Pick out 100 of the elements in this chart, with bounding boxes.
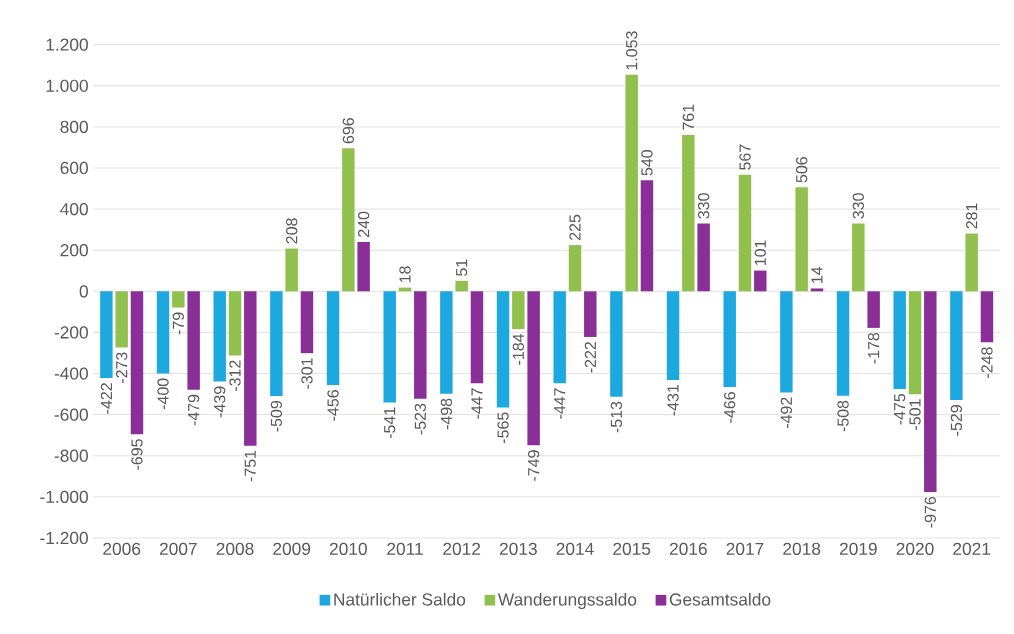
- bar: [455, 280, 468, 292]
- x-tick-label: 2012: [443, 542, 481, 555]
- data-label: -695: [131, 439, 143, 470]
- data-label: 14: [811, 266, 823, 283]
- data-label: 281: [966, 203, 978, 229]
- data-label: -466: [724, 392, 736, 423]
- data-label: 330: [852, 193, 864, 219]
- y-tick-label: 1.000: [46, 79, 88, 92]
- data-label: 696: [342, 118, 354, 144]
- bar: [754, 270, 767, 292]
- bar: [357, 241, 370, 292]
- x-tick-label: 2015: [613, 542, 651, 555]
- x-tick-label: 2011: [387, 542, 423, 555]
- bar: [965, 233, 978, 292]
- bar: [780, 291, 793, 393]
- data-label: -751: [244, 450, 256, 482]
- bar: [852, 223, 865, 292]
- bar: [213, 291, 226, 382]
- data-label: -248: [981, 347, 993, 378]
- y-tick-label: -1.000: [40, 490, 88, 504]
- bar: [950, 291, 963, 401]
- bar: [980, 291, 994, 343]
- y-tick-label: -200: [54, 326, 88, 339]
- bar: [640, 180, 654, 292]
- x-tick-label: 2006: [103, 542, 141, 555]
- data-label: -976: [924, 496, 936, 528]
- data-label: -509: [270, 400, 283, 432]
- data-label: 1.053: [626, 31, 638, 70]
- bar: [300, 291, 314, 354]
- data-label: -184: [512, 333, 524, 365]
- data-label: -439: [214, 386, 226, 418]
- bar: [723, 291, 736, 388]
- y-tick-label: 200: [60, 244, 88, 257]
- y-tick-label: -800: [54, 449, 88, 462]
- data-label: -312: [229, 360, 241, 392]
- data-label: -400: [157, 378, 169, 410]
- data-label: -301: [301, 358, 313, 389]
- data-label: -178: [867, 332, 880, 364]
- data-label: 101: [754, 240, 766, 266]
- bar: [270, 291, 283, 396]
- data-label: -79: [172, 312, 184, 335]
- bar: [172, 291, 185, 308]
- bar: [383, 291, 396, 403]
- x-tick-label: 2017: [726, 542, 764, 555]
- data-label: -447: [554, 388, 566, 419]
- data-label: 225: [569, 214, 581, 241]
- data-label: -498: [440, 398, 453, 430]
- data-label: 240: [357, 211, 370, 237]
- y-tick-label: 1.200: [46, 38, 88, 51]
- bar: [156, 291, 170, 374]
- legend-label: Wanderungssaldo: [497, 592, 637, 610]
- data-label: -456: [327, 390, 339, 421]
- data-label: -749: [527, 450, 540, 481]
- data-label: -523: [414, 403, 426, 435]
- y-tick-label: 800: [60, 120, 88, 134]
- data-label: 18: [399, 266, 411, 283]
- bar: [228, 291, 242, 356]
- data-label: 540: [641, 149, 653, 176]
- bar: [836, 291, 850, 396]
- bar: [682, 134, 695, 292]
- x-tick-label: 2007: [159, 542, 197, 555]
- data-label: 330: [697, 193, 710, 219]
- bar: [496, 291, 510, 408]
- x-tick-label: 2020: [896, 542, 934, 555]
- bar: [867, 291, 880, 328]
- x-tick-label: 2018: [783, 542, 821, 555]
- data-label: -492: [780, 397, 793, 429]
- bar: [414, 291, 427, 399]
- bar: [512, 291, 525, 330]
- bar: [527, 291, 540, 446]
- data-label: 506: [796, 157, 808, 183]
- data-label: -447: [471, 388, 483, 419]
- bar: [893, 291, 906, 389]
- data-label: -508: [837, 400, 849, 432]
- x-tick-label: 2019: [839, 542, 877, 555]
- data-label: -541: [384, 407, 396, 439]
- bar: [244, 291, 257, 446]
- bar: [326, 291, 340, 386]
- bar: [470, 291, 484, 384]
- bar: [187, 291, 200, 390]
- bar: [697, 223, 710, 292]
- bar: [924, 291, 937, 492]
- bar: [584, 291, 597, 337]
- bar: [115, 291, 128, 348]
- data-label: 51: [456, 259, 468, 276]
- y-tick-label: -1.200: [40, 531, 88, 545]
- bar: [130, 291, 144, 435]
- legend-label: Natürlicher Saldo: [334, 592, 466, 606]
- x-tick-label: 2008: [216, 542, 254, 555]
- data-label: -222: [584, 342, 596, 373]
- data-label: -431: [667, 384, 679, 416]
- x-tick-label: 2009: [273, 542, 311, 555]
- data-label: 761: [682, 104, 694, 130]
- legend-label: Gesamtsaldo: [669, 592, 771, 606]
- bar: [738, 174, 752, 292]
- data-label: -273: [116, 352, 128, 384]
- data-label: 567: [739, 144, 751, 170]
- y-tick-label: 600: [60, 161, 88, 175]
- x-tick-label: 2021: [953, 542, 991, 555]
- bar: [100, 291, 113, 379]
